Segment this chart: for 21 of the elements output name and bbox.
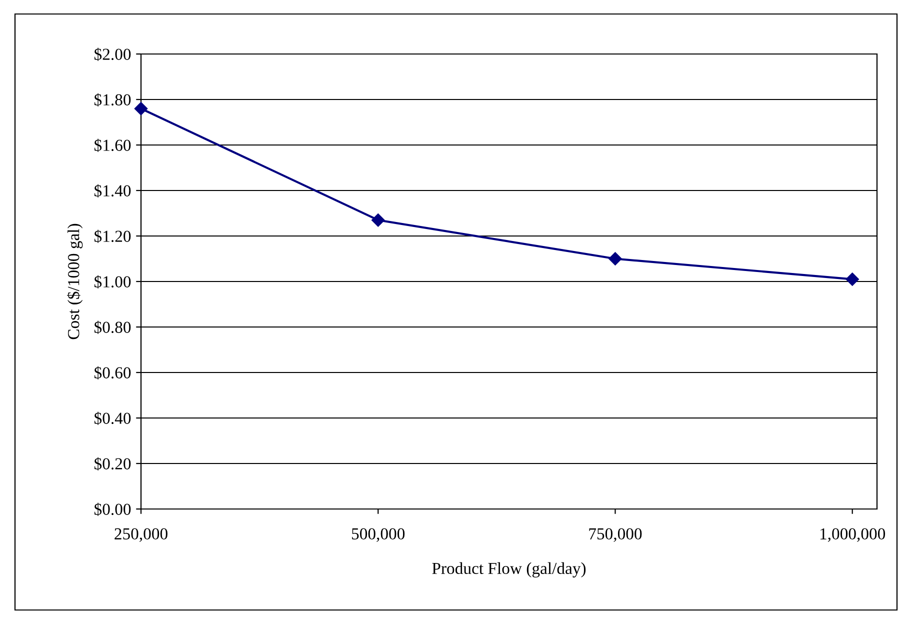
- y-tick-label: $1.40: [94, 184, 131, 198]
- x-tick-label: 500,000: [352, 528, 405, 542]
- point: [372, 213, 385, 227]
- y-axis-title: Cost ($/1000 gal): [67, 224, 83, 340]
- x-tick-label: 750,000: [589, 528, 642, 542]
- y-tick-label: $1.00: [94, 275, 131, 289]
- x-axis-title: Product Flow (gal/day): [432, 562, 586, 578]
- x-tick-label: 250,000: [114, 528, 168, 542]
- y-tick-label: $1.20: [94, 230, 131, 244]
- y-tick-label: $0.00: [94, 502, 131, 516]
- point: [134, 102, 148, 116]
- y-tick-label: $0.80: [94, 320, 131, 334]
- y-tick-label: $2.00: [94, 48, 131, 62]
- y-tick-label: $0.20: [94, 457, 131, 471]
- y-tick-label: $1.80: [94, 93, 131, 107]
- point: [846, 272, 859, 286]
- y-tick-label: $0.40: [94, 412, 131, 426]
- y-tick-label: $0.60: [94, 366, 131, 380]
- y-tick-label: $1.60: [94, 138, 131, 152]
- x-tick-label: 1,000,000: [820, 528, 886, 542]
- point: [608, 252, 622, 266]
